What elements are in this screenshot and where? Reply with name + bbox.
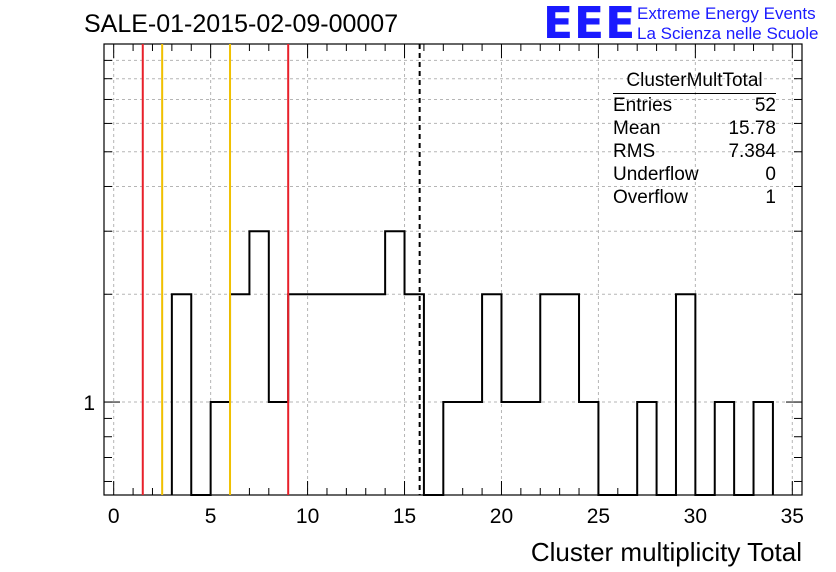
- x-tick-label: 20: [490, 505, 513, 528]
- stats-label: Entries: [613, 95, 673, 116]
- histogram-bin: [405, 294, 424, 495]
- histogram-bin: [346, 294, 365, 495]
- histogram-bin: [249, 231, 268, 495]
- plot-frame: [103, 43, 803, 496]
- histogram-bin: [443, 402, 462, 495]
- stats-row-rms: RMS 7.384: [613, 140, 776, 163]
- histogram-bin: [327, 294, 346, 495]
- histogram-bin: [172, 294, 191, 495]
- histogram-bin: [637, 402, 656, 495]
- stats-value: 52: [754, 95, 776, 116]
- stats-label: Overflow: [613, 187, 688, 208]
- x-tick-label: 25: [587, 505, 610, 528]
- x-axis-title: Cluster multiplicity Total: [531, 537, 802, 567]
- stats-value: 7.384: [728, 141, 776, 162]
- eee-logo: EEE: [543, 0, 637, 49]
- histogram-bin: [754, 402, 773, 495]
- x-tick-label: 15: [393, 505, 416, 528]
- logo-line-1: Extreme Energy Events: [637, 4, 816, 23]
- stats-row-underflow: Underflow 0: [613, 163, 776, 186]
- stats-row-mean: Mean 15.78: [613, 117, 776, 140]
- histogram-bin: [560, 294, 579, 495]
- stats-value: 1: [765, 187, 776, 208]
- y-tick-label: 1: [83, 392, 95, 415]
- stats-label: Underflow: [613, 164, 699, 185]
- histogram-bin: [211, 402, 230, 495]
- histogram-bin: [540, 294, 559, 495]
- histogram-bin: [579, 402, 598, 495]
- stats-box: ClusterMultTotal Entries 52 Mean 15.78 R…: [613, 70, 776, 209]
- histogram-bin: [288, 294, 307, 495]
- histogram-bin: [463, 402, 482, 495]
- x-tick-label: 35: [781, 505, 804, 528]
- stats-label: Mean: [613, 118, 661, 139]
- logo-line-2: La Scienza nelle Scuole: [637, 24, 819, 43]
- stats-row-entries: Entries 52: [613, 94, 776, 117]
- stats-row-overflow: Overflow 1: [613, 186, 776, 209]
- histogram-bin: [366, 294, 385, 495]
- x-tick-label: 30: [684, 505, 707, 528]
- stats-value: 0: [765, 164, 776, 185]
- histogram-outline: [170, 230, 774, 496]
- stats-value: 15.78: [728, 118, 776, 139]
- x-tick-label: 10: [296, 505, 319, 528]
- histogram-bin: [385, 231, 404, 495]
- histogram-bin: [501, 402, 520, 495]
- histogram-bin: [230, 294, 249, 495]
- histogram-bin: [308, 294, 327, 495]
- stats-title: ClusterMultTotal: [613, 70, 776, 94]
- histogram-bin: [715, 402, 734, 495]
- stats-label: RMS: [613, 141, 656, 162]
- histogram-bin: [521, 402, 540, 495]
- chart-title: SALE-01-2015-02-09-00007: [84, 10, 399, 38]
- histogram-bin: [676, 294, 695, 495]
- histogram-bin: [482, 294, 501, 495]
- x-tick-label: 5: [205, 505, 217, 528]
- histogram-bin: [269, 402, 288, 495]
- x-tick-label: 0: [108, 505, 120, 528]
